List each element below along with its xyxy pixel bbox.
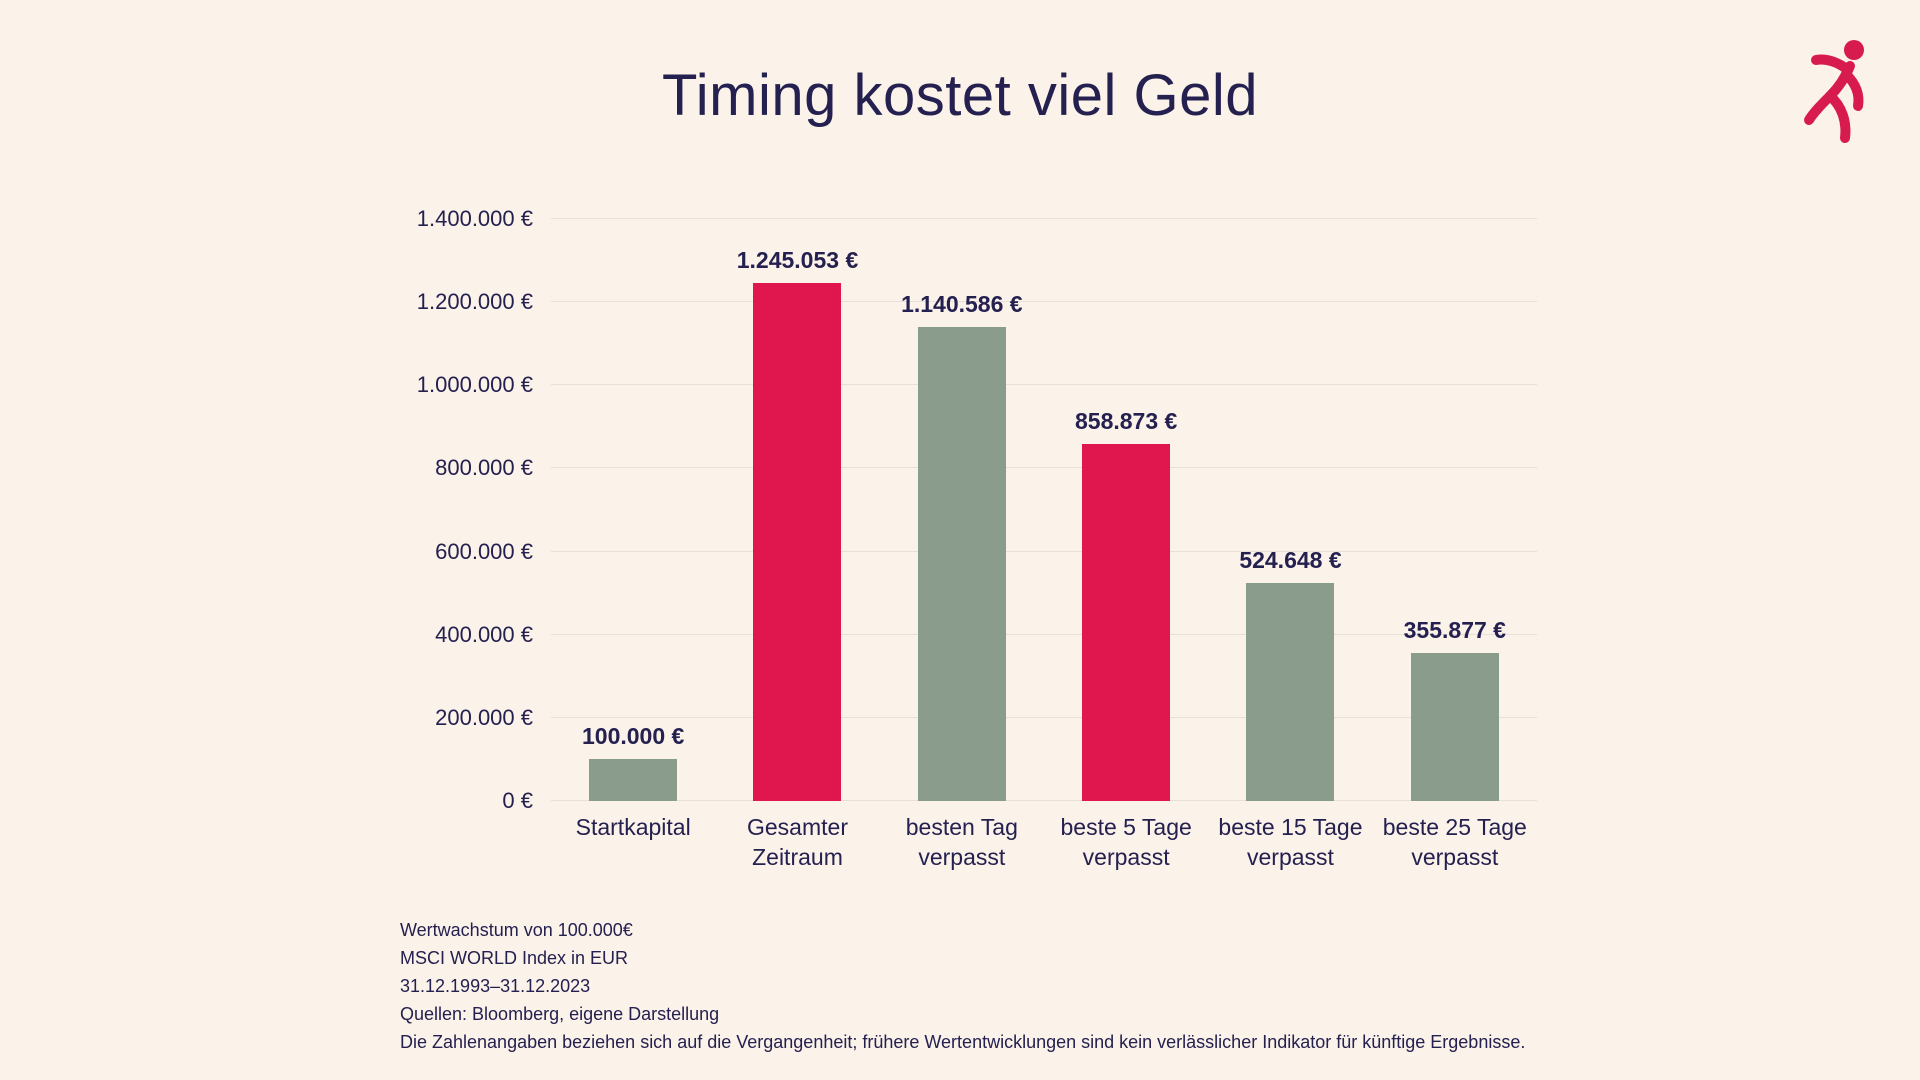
bars-layer: 100.000 € 1.245.053 € 1.140.586 € 858.873 €… bbox=[551, 219, 1537, 801]
bar-value-label: 524.648 € bbox=[1239, 546, 1342, 573]
footnote-line: Quellen: Bloomberg, eigene Darstellung bbox=[400, 1004, 720, 1024]
x-tick-label: Gesamter Zeitraum bbox=[747, 814, 848, 870]
bar-slot: 858.873 € bbox=[1044, 219, 1208, 801]
bar-value-label: 1.140.586 € bbox=[901, 290, 1023, 317]
gridline bbox=[551, 467, 1537, 469]
gridline bbox=[551, 384, 1537, 386]
y-tick-label: 800.000 € bbox=[435, 455, 533, 481]
y-tick-label: 1.200.000 € bbox=[416, 289, 533, 315]
bar-slot: 1.245.053 € bbox=[715, 219, 879, 801]
bar bbox=[1082, 443, 1171, 801]
x-axis-labels: Startkapital Gesamter Zeitraum besten Tag … bbox=[551, 812, 1537, 872]
y-tick-label: 600.000 € bbox=[435, 538, 533, 564]
y-tick-label: 1.000.000 € bbox=[416, 372, 533, 398]
gridline bbox=[551, 716, 1537, 718]
bar bbox=[753, 283, 842, 801]
footnote-line: Die Zahlenangaben beziehen sich auf die … bbox=[400, 1032, 1526, 1052]
bar-slot: 524.648 € bbox=[1208, 219, 1372, 801]
page-title: Timing kostet viel Geld bbox=[661, 63, 1258, 128]
footnote-line: Wertwachstum von 100.000€ bbox=[400, 920, 633, 940]
x-tick-label: besten Tag verpasst bbox=[905, 814, 1018, 870]
bar-value-label: 100.000 € bbox=[582, 723, 685, 750]
brand-logo-icon bbox=[1800, 36, 1880, 154]
gridline bbox=[551, 633, 1537, 635]
footnote-line: 31.12.1993–31.12.2023 bbox=[400, 976, 591, 996]
x-tick-label: beste 25 Tage verpasst bbox=[1382, 814, 1527, 870]
bar-slot: 1.140.586 € bbox=[880, 219, 1044, 801]
gridline bbox=[551, 800, 1537, 801]
plot-area: 100.000 € 1.245.053 € 1.140.586 € 858.873 €… bbox=[551, 218, 1537, 801]
y-tick-label: 1.400.000 € bbox=[416, 206, 533, 231]
y-tick-label: 200.000 € bbox=[435, 704, 533, 730]
bar bbox=[1246, 582, 1335, 801]
bar-slot: 100.000 € bbox=[551, 219, 715, 801]
footnotes: Wertwachstum von 100.000€ MSCI WORLD Inde… bbox=[400, 916, 1525, 1056]
gridlines-layer bbox=[551, 218, 1537, 801]
y-tick-label: 0 € bbox=[502, 788, 533, 813]
x-tick-label: beste 5 Tage verpasst bbox=[1060, 814, 1192, 870]
bar-value-label: 1.245.053 € bbox=[736, 247, 859, 274]
y-axis: 0 € 200.000 € 400.000 € 600.000 € 800.000 € 1… bbox=[240, 206, 533, 813]
bar-slot: 355.877 € bbox=[1373, 219, 1537, 801]
bar-value-label: 355.877 € bbox=[1403, 617, 1506, 644]
footnote-line: MSCI WORLD Index in EUR bbox=[400, 948, 629, 968]
bar bbox=[917, 326, 1006, 801]
bar bbox=[589, 759, 678, 801]
gridline bbox=[551, 550, 1537, 552]
x-tick-label: Startkapital bbox=[575, 814, 691, 840]
y-tick-label: 400.000 € bbox=[435, 621, 533, 647]
gridline bbox=[551, 218, 1537, 219]
gridline bbox=[551, 301, 1537, 303]
x-tick-label: beste 15 Tage verpasst bbox=[1218, 814, 1363, 870]
bar-value-label: 858.873 € bbox=[1074, 407, 1178, 434]
bar bbox=[1410, 653, 1499, 801]
